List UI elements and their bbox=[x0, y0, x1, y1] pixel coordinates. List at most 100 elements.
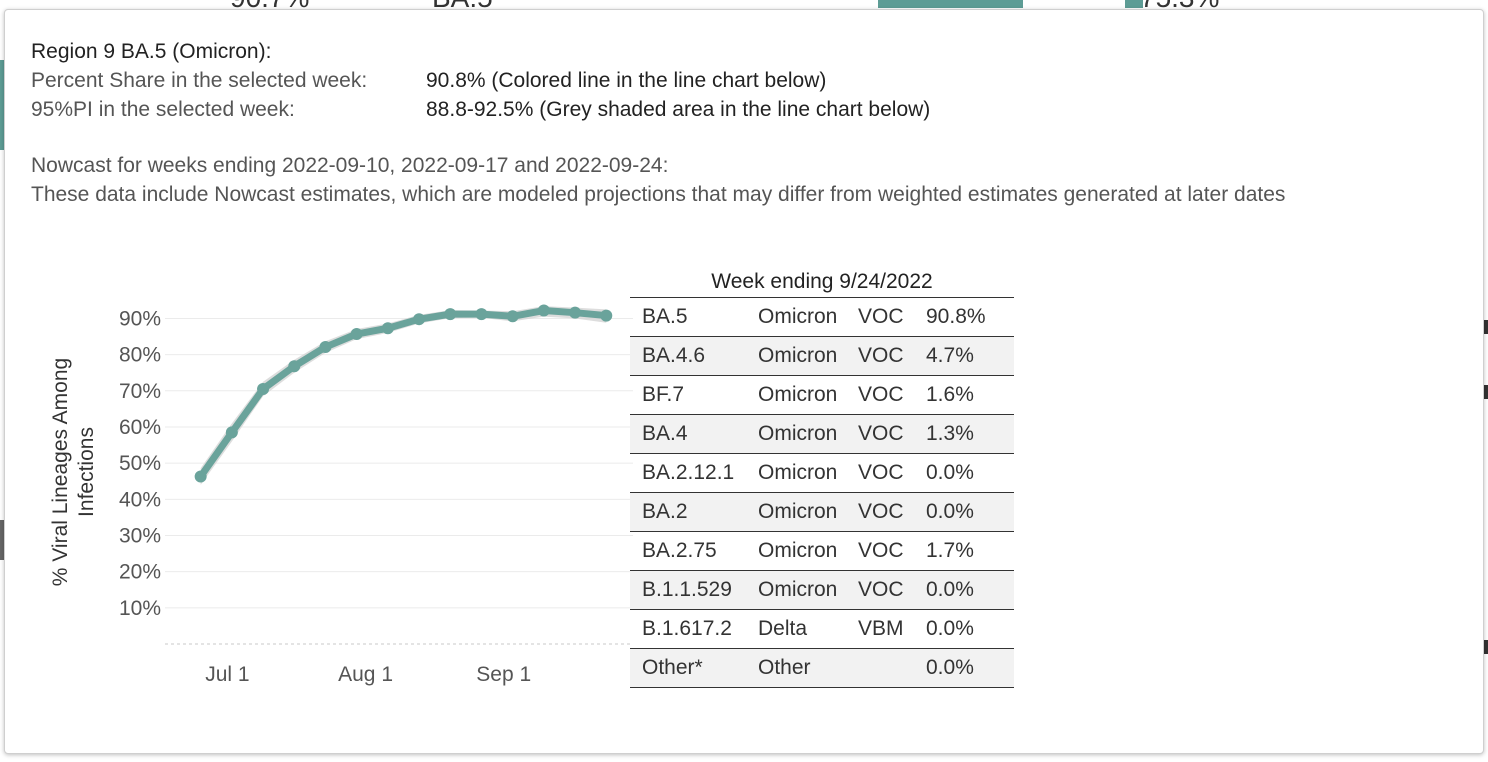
lineage-cell: BA.2.12.1 bbox=[630, 453, 750, 493]
chart-x-ticks: Jul 1 Aug 1 Sep 1 bbox=[205, 663, 531, 686]
who-label-cell: Other bbox=[750, 648, 850, 688]
percent-cell: 0.0% bbox=[910, 648, 1014, 688]
lineage-cell: Other* bbox=[630, 648, 750, 688]
table-title: Week ending 9/24/2022 bbox=[630, 266, 1014, 298]
table-row: BA.5 Omicron VOC 90.8% bbox=[630, 298, 1014, 337]
chart-y-tick-label: 70% bbox=[119, 380, 161, 403]
who-label-cell: Omicron bbox=[750, 453, 850, 493]
chart-y-tick-label: 60% bbox=[119, 416, 161, 439]
who-label-cell: Omicron bbox=[750, 492, 850, 532]
chart-data-point bbox=[350, 328, 363, 341]
classification-cell: VOC bbox=[850, 492, 910, 532]
background-bar bbox=[1125, 0, 1143, 8]
percent-cell: 0.0% bbox=[910, 570, 1014, 610]
classification-cell: VOC bbox=[850, 336, 910, 376]
chart-data-point bbox=[225, 426, 238, 439]
background-map-edge bbox=[0, 60, 6, 150]
nowcast-note: Nowcast for weeks ending 2022-09-10, 202… bbox=[31, 151, 1421, 209]
chart-y-tick-label: 10% bbox=[119, 597, 161, 620]
percent-share-label: Percent Share in the selected week: bbox=[31, 69, 368, 92]
lineage-cell: B.1.1.529 bbox=[630, 570, 750, 610]
percent-cell: 1.7% bbox=[910, 531, 1014, 571]
chart-data-point bbox=[506, 310, 519, 323]
classification-cell: VOC bbox=[850, 570, 910, 610]
lineage-cell: BA.2.75 bbox=[630, 531, 750, 571]
percent-cell: 1.3% bbox=[910, 414, 1014, 454]
share-line-chart: 90% 80% 70% 60% 50% 40% 30% 20% 10% Jul 1 Aug 1 Se… bbox=[49, 304, 633, 686]
table-row: B.1.1.529 Omicron VOC 0.0% bbox=[630, 570, 1014, 610]
classification-cell: VOC bbox=[850, 414, 910, 454]
lineage-cell: BA.4.6 bbox=[630, 336, 750, 376]
who-label-cell: Omicron bbox=[750, 336, 850, 376]
chart-x-tick-label: Jul 1 bbox=[205, 663, 249, 686]
pi-label: 95%PI in the selected week: bbox=[31, 98, 295, 121]
chart-y-axis-label: Infections bbox=[75, 427, 98, 517]
chart-points bbox=[194, 304, 613, 483]
lineage-table-body: BA.5 Omicron VOC 90.8% BA.4.6 Omicron VOC 4.7% B… bbox=[630, 298, 1014, 688]
lineage-cell: BF.7 bbox=[630, 375, 750, 415]
chart-data-point bbox=[381, 322, 394, 335]
who-label-cell: Omicron bbox=[750, 298, 850, 337]
classification-cell: VBM bbox=[850, 609, 910, 649]
table-row: B.1.617.2 Delta VBM 0.0% bbox=[630, 609, 1014, 649]
nowcast-heading: Nowcast for weeks ending 2022-09-10, 202… bbox=[31, 154, 669, 177]
chart-y-tick-label: 50% bbox=[119, 452, 161, 475]
tooltip-heading: Region 9 BA.5 (Omicron): bbox=[31, 40, 272, 63]
background-edge-mark bbox=[1484, 640, 1488, 654]
lineage-cell: BA.5 bbox=[630, 298, 750, 337]
chart-data-point bbox=[537, 304, 550, 317]
nowcast-text: These data include Nowcast estimates, wh… bbox=[31, 183, 1286, 206]
classification-cell: VOC bbox=[850, 531, 910, 571]
chart-data-point bbox=[257, 383, 270, 395]
chart-y-tick-label: 20% bbox=[119, 561, 161, 584]
chart-data-point bbox=[569, 306, 582, 319]
percent-cell: 0.0% bbox=[910, 492, 1014, 532]
who-label-cell: Omicron bbox=[750, 375, 850, 415]
chart-data-point bbox=[288, 360, 301, 373]
percent-cell: 0.0% bbox=[910, 609, 1014, 649]
chart-y-ticks: 90% 80% 70% 60% 50% 40% 30% 20% 10% bbox=[119, 307, 161, 619]
pi-value: 88.8-92.5% (Grey shaded area in the line… bbox=[426, 98, 931, 121]
region-tooltip: Region 9 BA.5 (Omicron): Percent Share i… bbox=[4, 9, 1484, 754]
chart-y-tick-label: 40% bbox=[119, 488, 161, 511]
tooltip-summary: Region 9 BA.5 (Omicron): Percent Share i… bbox=[31, 37, 930, 124]
chart-data-point bbox=[413, 313, 426, 326]
table-row: BA.2 Omicron VOC 0.0% bbox=[630, 492, 1014, 532]
percent-cell: 90.8% bbox=[910, 298, 1014, 337]
percent-cell: 4.7% bbox=[910, 336, 1014, 376]
classification-cell bbox=[850, 648, 910, 688]
classification-cell: VOC bbox=[850, 375, 910, 415]
chart-y-tick-label: 90% bbox=[119, 307, 161, 330]
percent-share-value: 90.8% (Colored line in the line chart be… bbox=[426, 69, 827, 92]
who-label-cell: Delta bbox=[750, 609, 850, 649]
percent-cell: 1.6% bbox=[910, 375, 1014, 415]
background-edge-mark bbox=[1484, 320, 1488, 334]
chart-data-point bbox=[475, 308, 488, 321]
who-label-cell: Omicron bbox=[750, 414, 850, 454]
chart-data-point bbox=[444, 308, 457, 321]
classification-cell: VOC bbox=[850, 298, 910, 337]
chart-data-point bbox=[600, 309, 613, 322]
chart-data-point bbox=[194, 470, 207, 483]
lineage-table: Week ending 9/24/2022 BA.5 Omicron VOC 90.8… bbox=[630, 266, 1014, 688]
classification-cell: VOC bbox=[850, 453, 910, 493]
table-row: BA.2.75 Omicron VOC 1.7% bbox=[630, 531, 1014, 571]
who-label-cell: Omicron bbox=[750, 570, 850, 610]
background-bar bbox=[878, 0, 1023, 8]
chart-y-tick-label: 80% bbox=[119, 344, 161, 367]
background-map-edge bbox=[0, 520, 6, 560]
chart-y-axis-label: % Viral Lineages Among bbox=[49, 358, 72, 586]
who-label-cell: Omicron bbox=[750, 531, 850, 571]
table-row: BA.4.6 Omicron VOC 4.7% bbox=[630, 336, 1014, 376]
table-row: Other* Other 0.0% bbox=[630, 648, 1014, 688]
table-row: BA.4 Omicron VOC 1.3% bbox=[630, 414, 1014, 454]
lineage-cell: BA.4 bbox=[630, 414, 750, 454]
chart-x-tick-label: Aug 1 bbox=[338, 663, 393, 686]
chart-x-tick-label: Sep 1 bbox=[476, 663, 531, 686]
chart-gridlines bbox=[165, 317, 633, 645]
background-edge-mark bbox=[1484, 385, 1488, 399]
lineage-cell: BA.2 bbox=[630, 492, 750, 532]
table-row: BA.2.12.1 Omicron VOC 0.0% bbox=[630, 453, 1014, 493]
lineage-cell: B.1.617.2 bbox=[630, 609, 750, 649]
table-row: BF.7 Omicron VOC 1.6% bbox=[630, 375, 1014, 415]
